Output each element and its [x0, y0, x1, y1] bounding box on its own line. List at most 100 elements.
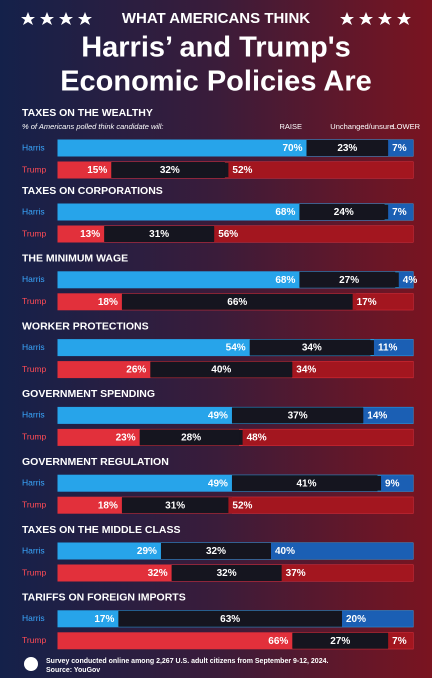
bar-segment — [242, 429, 413, 446]
bar-segment — [58, 429, 140, 446]
bar-segment — [352, 293, 413, 310]
bar-segment — [121, 497, 232, 514]
group-title: THE MINIMUM WAGE — [22, 253, 128, 265]
value-label: 17% — [357, 297, 377, 308]
bar-segment — [58, 565, 172, 581]
value-label: 24% — [334, 207, 354, 218]
value-label: 54% — [226, 343, 246, 354]
group-title: GOVERNMENT REGULATION — [22, 456, 169, 468]
value-label: 18% — [98, 297, 118, 308]
source: Source: YouGov — [46, 667, 100, 674]
row-label: Trump — [22, 364, 47, 374]
row-label: Harris — [22, 274, 45, 284]
row-label: Trump — [22, 296, 47, 306]
bar-segment — [299, 204, 385, 220]
value-label: 28% — [181, 433, 201, 444]
kicker: WHAT AMERICANS THINK — [122, 10, 310, 27]
value-label: 49% — [208, 478, 228, 489]
row-label: Trump — [22, 567, 47, 577]
group-title: TAXES ON THE MIDDLE CLASS — [22, 524, 180, 536]
value-label: 18% — [98, 500, 118, 511]
bar-segment — [58, 204, 300, 220]
bar-segment — [58, 226, 105, 242]
value-label: 7% — [392, 207, 407, 218]
value-label: 7% — [392, 143, 407, 154]
row-label: Trump — [22, 164, 47, 174]
value-label: 37% — [286, 568, 306, 579]
group-title: TAXES ON THE WEALTHY — [22, 107, 153, 119]
value-label: 56% — [218, 229, 238, 240]
bar-segment — [231, 475, 378, 492]
bar-segment — [58, 361, 151, 378]
bar-segment — [58, 407, 232, 424]
bar-segment — [104, 226, 215, 242]
row-label: Harris — [22, 477, 45, 487]
value-label: 7% — [392, 636, 407, 647]
value-label: 48% — [247, 433, 267, 444]
value-label: 4% — [403, 275, 418, 286]
value-label: 63% — [220, 614, 240, 625]
bar-segment — [249, 339, 371, 356]
bar-segment — [58, 497, 122, 514]
logo — [24, 657, 38, 671]
value-label: 66% — [227, 297, 247, 308]
bar-segment — [58, 293, 122, 310]
bar-segment — [111, 162, 225, 178]
bar-segment — [363, 407, 413, 424]
row-label: Harris — [22, 206, 45, 216]
value-label: 32% — [206, 546, 226, 557]
chart-title: Harris’ and Trump's — [81, 32, 351, 64]
bar-segment — [292, 632, 389, 649]
bar-segment — [118, 610, 342, 627]
value-label: 52% — [232, 165, 252, 176]
bar-segment — [58, 475, 232, 492]
row-label: Harris — [22, 613, 45, 623]
bar-segment — [214, 226, 413, 242]
value-label: 11% — [378, 343, 398, 354]
bar-segment — [388, 632, 413, 649]
value-label: 40% — [275, 546, 295, 557]
value-label: 17% — [94, 614, 114, 625]
bar-segment — [171, 565, 286, 581]
legend-entry: LOWER — [392, 122, 420, 131]
group-title: WORKER PROTECTIONS — [22, 320, 149, 332]
value-label: 41% — [296, 478, 316, 489]
bar-segment — [58, 339, 250, 356]
bar-segment — [121, 293, 357, 310]
group-title: TARIFFS ON FOREIGN IMPORTS — [22, 592, 186, 604]
value-label: 13% — [80, 229, 100, 240]
row-label: Harris — [22, 142, 45, 152]
bar-segment — [281, 565, 413, 581]
value-label: 66% — [268, 636, 288, 647]
value-label: 31% — [149, 229, 169, 240]
bar-segment — [342, 610, 413, 627]
bar-segment — [139, 429, 240, 446]
bar-segment — [388, 204, 413, 220]
value-label: 34% — [302, 343, 322, 354]
legend-entry: RAISE — [279, 122, 302, 131]
bar-segment — [373, 339, 413, 356]
bar-segment — [58, 162, 112, 178]
value-label: 70% — [282, 143, 302, 154]
bar-segment — [231, 407, 364, 424]
row-label: Harris — [22, 342, 45, 352]
value-label: 26% — [126, 365, 146, 376]
value-label: 32% — [160, 165, 180, 176]
value-label: 20% — [346, 614, 366, 625]
bar-segment — [160, 543, 275, 559]
group-title: TAXES ON CORPORATIONS — [22, 185, 163, 197]
bar-segment — [271, 543, 413, 559]
row-label: Trump — [22, 228, 47, 238]
bar-segment — [299, 271, 396, 288]
row-label: Trump — [22, 432, 47, 442]
legend-entry: Unchanged/unsure — [330, 122, 393, 131]
bar-segment — [388, 140, 413, 156]
bar-segment — [150, 361, 293, 378]
row-label: Harris — [22, 545, 45, 555]
bar-segment — [292, 361, 413, 378]
bar-segment — [228, 497, 413, 514]
value-label: 23% — [337, 143, 357, 154]
value-label: 37% — [288, 411, 308, 422]
chart-title: Economic Policies Are — [60, 66, 372, 98]
value-label: 15% — [87, 165, 107, 176]
